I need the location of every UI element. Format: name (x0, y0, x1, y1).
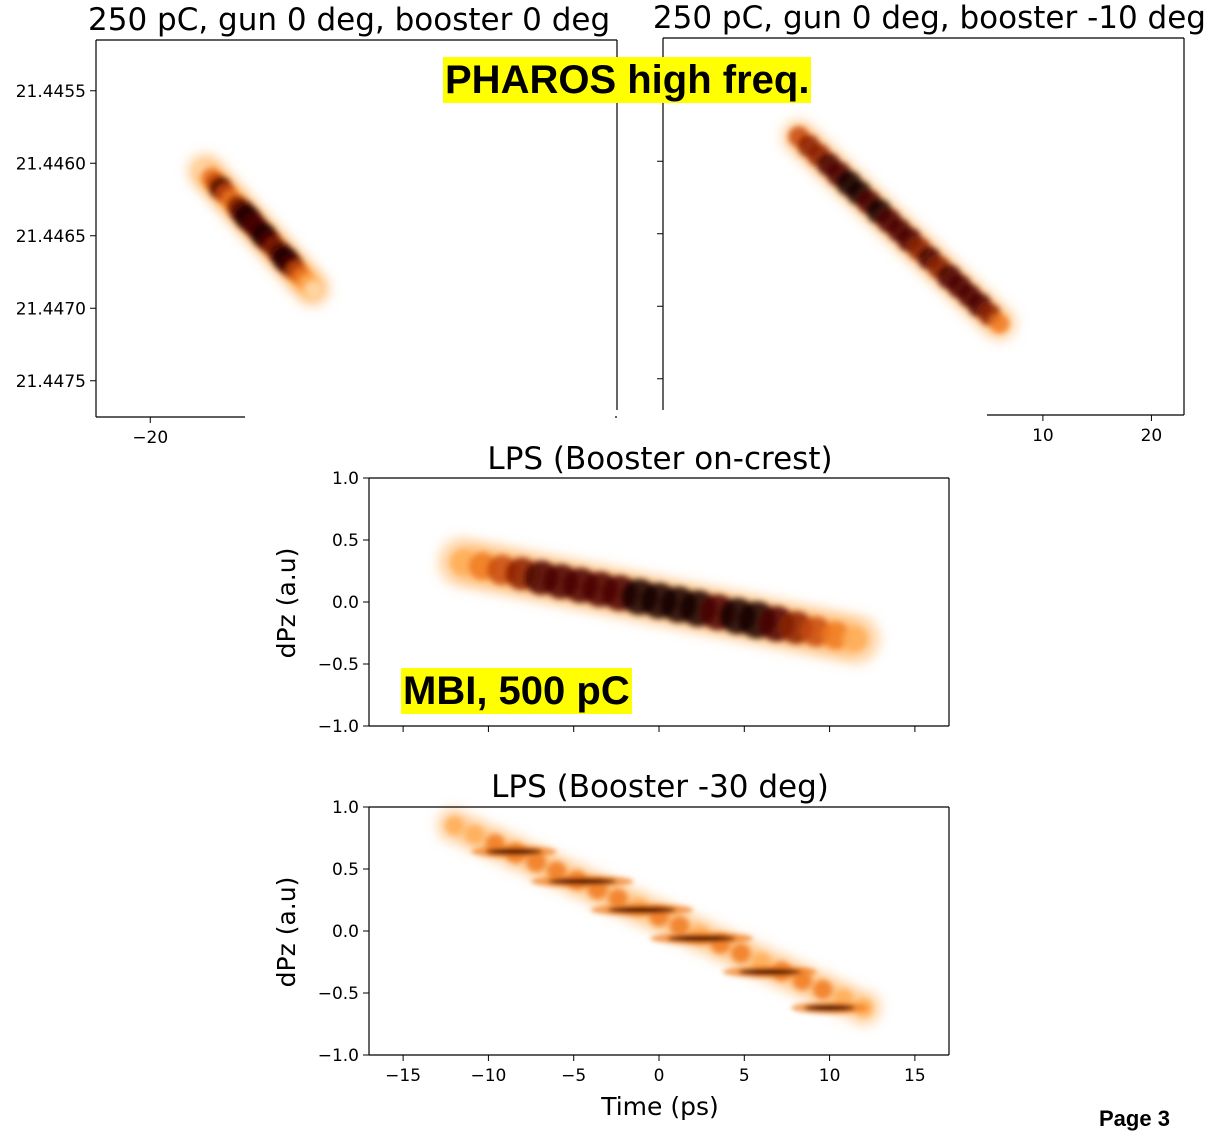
chart-top-left-title: 250 pC, gun 0 deg, booster 0 deg (88, 2, 610, 38)
chart-bottom-density (437, 808, 881, 1025)
tl-axis-ytick-label: 21.4455 (16, 82, 86, 102)
tl-density-point (305, 281, 322, 298)
md-axis-ytick-label: 1.0 (332, 469, 359, 489)
bt-density-point (445, 816, 463, 834)
tr-axis-xtick-label: 10 (1032, 426, 1054, 446)
md-density-point (842, 626, 867, 651)
bt-density-point (465, 825, 484, 844)
bt-axis-xtick-label: −10 (470, 1066, 506, 1086)
pharos-callout: PHAROS high freq. (443, 57, 811, 103)
tl-density-core (196, 162, 322, 298)
md-axis-ytick-label: −1.0 (318, 717, 359, 737)
tr-density-core (788, 126, 1009, 333)
bt-density-point (670, 916, 689, 935)
bt-axis-xtick-label: −15 (385, 1066, 421, 1086)
bt-density-point (731, 943, 750, 962)
chart-bottom: LPS (Booster -30 deg) −15 −10 −5 0 5 10 15 −1.0… (272, 769, 949, 1121)
md-density-core (450, 549, 868, 652)
chart-middle-ylabel: dPz (a.u) (272, 548, 301, 659)
tr-density-point (990, 314, 1010, 334)
bt-axis-xtick-label: 0 (654, 1066, 665, 1086)
mbi-callout: MBI, 500 pC (401, 668, 632, 714)
chart-bottom-title: LPS (Booster -30 deg) (491, 769, 829, 805)
tl-axis-ytick-label: 21.4475 (16, 372, 86, 392)
md-axis-ytick-label: 0.0 (332, 593, 359, 613)
md-axis-ytick-label: 0.5 (332, 531, 359, 551)
chart-top-right-title: 250 pC, gun 0 deg, booster -10 deg (653, 0, 1206, 36)
tl-axis-xtick-label: −20 (132, 428, 168, 448)
bt-axis-xtick-label: −5 (561, 1066, 586, 1086)
bt-axis-xtick-label: 5 (739, 1066, 750, 1086)
chart-middle-title: LPS (Booster on-crest) (487, 441, 832, 477)
chart-middle-density (439, 538, 880, 663)
chart-bottom-axes: −15 −10 −5 0 5 10 15 −1.0 −0.5 0.0 0.5 1.0 (318, 798, 949, 1086)
bt-axis-ytick-label: −0.5 (318, 984, 359, 1004)
bt-bands-band (608, 907, 676, 913)
page-number: Page 3 (1099, 1106, 1170, 1132)
bt-axis-xtick-label: 10 (819, 1066, 841, 1086)
bt-density-point (813, 980, 832, 999)
tl-axis-ytick-label: 21.4470 (16, 299, 86, 319)
chart-bottom-xlabel: Time (ps) (600, 1092, 719, 1121)
tl-axis-ytick-label: 21.4460 (16, 154, 86, 174)
tl-axis-ytick-label: 21.4465 (16, 227, 86, 247)
bt-bands-band (668, 935, 736, 941)
bt-axis-ytick-label: 1.0 (332, 798, 359, 818)
bt-axis-ytick-label: −1.0 (318, 1046, 359, 1066)
bt-axis-xtick-label: 15 (904, 1066, 926, 1086)
bt-axis-ytick-label: 0.0 (332, 922, 359, 942)
chart-top-right-density (782, 120, 1016, 340)
chart-top-left-density (188, 154, 330, 306)
bt-bands-band (486, 849, 543, 855)
bt-bands-band (739, 969, 802, 975)
bt-axis-ytick-label: 0.5 (332, 860, 359, 880)
bt-bands-band (804, 1005, 855, 1011)
bt-bands-band (548, 878, 616, 884)
md-axis-ytick-label: −0.5 (318, 655, 359, 675)
chart-bottom-ylabel: dPz (a.u) (272, 877, 301, 988)
tr-axis-xtick-label: 20 (1141, 426, 1163, 446)
